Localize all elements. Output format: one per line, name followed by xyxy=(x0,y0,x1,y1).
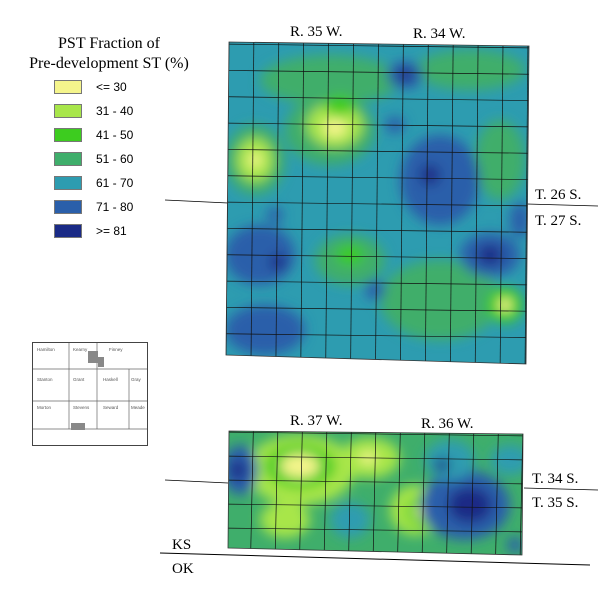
legend-item: >= 81 xyxy=(54,222,127,240)
legend-swatch xyxy=(54,80,82,94)
ks-ok-state-line xyxy=(159,552,591,566)
legend-title: PST Fraction of Pre-development ST (%) xyxy=(14,34,204,74)
inset-county-label: Morton xyxy=(37,405,52,410)
upper-right-boundary-line xyxy=(526,203,599,207)
legend-label: >= 81 xyxy=(96,224,127,238)
inset-county-label: Stevens xyxy=(73,405,90,410)
legend-label: 41 - 50 xyxy=(96,128,134,142)
upper-left-boundary-line xyxy=(164,199,229,204)
legend-swatch xyxy=(54,176,82,190)
legend-title-line2: Pre-development ST (%) xyxy=(29,55,189,72)
legend-swatch xyxy=(54,104,82,118)
legend-label: 61 - 70 xyxy=(96,176,134,190)
legend-label: 31 - 40 xyxy=(96,104,134,118)
inset-county-label: Gray xyxy=(131,377,141,382)
range-label-r37w: R. 37 W. xyxy=(290,413,343,429)
legend-label: 51 - 60 xyxy=(96,152,134,166)
legend-item: 41 - 50 xyxy=(54,126,133,144)
inset-county-label: Kearny xyxy=(73,347,88,352)
inset-county-label: Finney xyxy=(109,347,123,352)
legend-title-line1: PST Fraction of xyxy=(58,35,160,52)
township-label-t26s: T. 26 S. xyxy=(535,187,581,203)
inset-county-grid xyxy=(33,343,147,430)
legend-swatch xyxy=(54,128,82,142)
inset-county-label: Grant xyxy=(73,377,85,382)
inset-county-label: Meade xyxy=(131,405,145,410)
legend-item: 51 - 60 xyxy=(54,150,133,168)
township-label-t27s: T. 27 S. xyxy=(535,213,581,229)
range-label-r36w: R. 36 W. xyxy=(421,416,474,432)
legend-swatch xyxy=(54,200,82,214)
legend-item: <= 30 xyxy=(54,78,127,96)
legend-label: 71 - 80 xyxy=(96,200,134,214)
legend-item: 61 - 70 xyxy=(54,174,133,192)
state-label-ks: KS xyxy=(172,537,191,553)
inset-county-label: Seward xyxy=(103,405,119,410)
lower-right-boundary-line xyxy=(523,487,599,491)
inset-county-label: Stanton xyxy=(37,377,53,382)
range-label-r34w: R. 34 W. xyxy=(413,26,466,42)
upper-contour-map xyxy=(226,42,529,364)
lower-study-area-marker xyxy=(71,423,85,430)
legend-swatch xyxy=(54,224,82,238)
state-label-ok: OK xyxy=(172,561,194,577)
inset-county-label: Haskell xyxy=(103,377,118,382)
lower-left-boundary-line xyxy=(164,479,229,484)
legend-swatch xyxy=(54,152,82,166)
lower-contour-map xyxy=(228,431,523,555)
legend-item: 71 - 80 xyxy=(54,198,133,216)
inset-locator-map: Hamilton Kearny Finney Stanton Grant Haskell G… xyxy=(32,342,148,446)
township-label-t34s: T. 34 S. xyxy=(532,471,578,487)
upper-study-area-marker xyxy=(88,351,98,363)
inset-county-label: Hamilton xyxy=(37,347,55,352)
legend-item: 31 - 40 xyxy=(54,102,133,120)
range-label-r35w: R. 35 W. xyxy=(290,24,343,40)
township-label-t35s: T. 35 S. xyxy=(532,495,578,511)
legend-label: <= 30 xyxy=(96,80,127,94)
